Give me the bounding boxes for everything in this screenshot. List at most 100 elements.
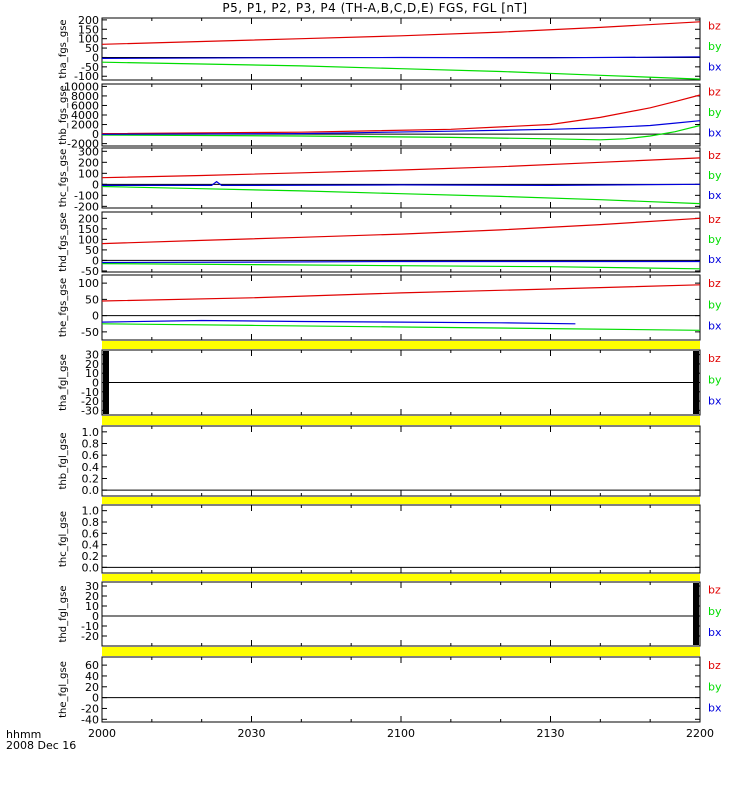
y-tick-label: -30 xyxy=(81,404,99,417)
y-tick-label: -50 xyxy=(81,265,99,278)
legend-by: by xyxy=(708,40,722,53)
series-by xyxy=(101,61,701,80)
y-axis-title: thd_fgs_gse xyxy=(58,212,69,271)
y-tick-label: -10 xyxy=(81,620,99,633)
legend-bx: bx xyxy=(708,702,722,715)
y-tick-label: 1.0 xyxy=(82,426,100,439)
y-tick-label: 50 xyxy=(85,293,99,306)
x-tick-label: 2200 xyxy=(686,727,714,740)
series-bx xyxy=(102,180,701,187)
y-tick-label: 20 xyxy=(85,590,99,603)
y-tick-label: 100 xyxy=(78,167,99,180)
y-tick-label: 0.4 xyxy=(82,461,100,474)
y-tick-label: 0.8 xyxy=(82,516,100,529)
legend-bz: bz xyxy=(708,659,721,672)
panel-frame xyxy=(101,211,701,273)
y-tick-label: 100 xyxy=(78,33,99,46)
y-tick-label: 60 xyxy=(85,659,99,672)
y-tick-label: 20 xyxy=(85,358,99,371)
legend-bx: bx xyxy=(708,395,722,408)
legend-bz: bz xyxy=(708,277,721,290)
y-tick-label: 30 xyxy=(85,349,99,362)
legend-bx: bx xyxy=(708,189,722,202)
y-tick-label: 100 xyxy=(78,233,99,246)
y-tick-label: 150 xyxy=(78,23,99,36)
y-axis-title: tha_fgs_gse xyxy=(58,19,69,78)
date-label: 2008 Dec 16 xyxy=(6,739,77,752)
y-tick-label: 6000 xyxy=(71,99,99,112)
y-tick-label: 100 xyxy=(78,277,99,290)
y-tick-label: 200 xyxy=(78,212,99,225)
y-tick-label: 0 xyxy=(92,51,99,64)
legend-by: by xyxy=(708,298,722,311)
legend-by: by xyxy=(708,169,722,182)
panel-thc_fgl_gse: 1.00.80.60.40.20.0 thc_fgl_gse xyxy=(58,504,701,581)
y-tick-label: 0.2 xyxy=(82,550,100,563)
series-bz xyxy=(101,157,701,179)
series-by xyxy=(101,124,701,141)
y-tick-label: 4000 xyxy=(71,109,99,122)
y-tick-label: 50 xyxy=(85,244,99,257)
y-tick-label: 10 xyxy=(85,367,99,380)
panel-frame xyxy=(101,274,701,341)
y-tick-label: -20 xyxy=(81,630,99,643)
x-tick-label: 2000 xyxy=(88,727,116,740)
legend-by: by xyxy=(708,106,722,119)
panel-frame xyxy=(101,581,701,647)
yellow-bar xyxy=(102,416,700,425)
y-tick-label: 0.0 xyxy=(82,561,100,574)
series-bz xyxy=(101,21,701,45)
series-by xyxy=(101,323,701,331)
panel-the_fgs_gse: 100 50 0 -50 the_fgs_gse bz by bx xyxy=(58,274,722,349)
edge-hatch-right xyxy=(693,583,699,645)
y-tick-label: -100 xyxy=(74,189,99,202)
legend-bx: bx xyxy=(708,60,722,73)
y-tick-label: -20 xyxy=(81,395,99,408)
y-tick-label: 0 xyxy=(92,128,99,141)
yellow-bar xyxy=(102,647,700,656)
series-bx xyxy=(101,120,701,135)
series-bx xyxy=(101,56,701,59)
legend-bz: bz xyxy=(708,213,721,226)
y-tick-label: 20 xyxy=(85,681,99,694)
y-axis-title: thb_fgs_gse xyxy=(58,85,69,144)
y-tick-label: 0.0 xyxy=(82,484,100,497)
y-tick-label: 0 xyxy=(92,692,99,705)
page-title: P5, P1, P2, P3, P4 (TH-A,B,C,D,E) FGS, F… xyxy=(222,1,528,15)
series-by xyxy=(101,185,701,205)
y-axis-title: thb_fgl_gse xyxy=(58,433,69,490)
y-tick-label: 0 xyxy=(92,377,99,390)
y-tick-label: -50 xyxy=(81,326,99,339)
y-tick-label: 300 xyxy=(78,145,99,158)
y-axis-title: thc_fgs_gse xyxy=(58,149,69,208)
legend-by: by xyxy=(708,373,722,386)
panel-frame xyxy=(101,504,701,574)
y-tick-label: -50 xyxy=(81,61,99,74)
y-tick-label: -2000 xyxy=(67,138,99,151)
legend-bz: bz xyxy=(708,19,721,32)
y-tick-label: 50 xyxy=(85,42,99,55)
panel-thb_fgl_gse: 1.00.80.60.40.20.0 thb_fgl_gse xyxy=(58,425,701,504)
legend-bz: bz xyxy=(708,352,721,365)
series-bz xyxy=(101,217,701,245)
legend-by: by xyxy=(708,605,722,618)
y-axis-title: the_fgs_gse xyxy=(58,278,69,337)
y-tick-label: 0 xyxy=(92,254,99,267)
legend-bx: bx xyxy=(708,126,722,139)
y-tick-label: 150 xyxy=(78,223,99,236)
y-axis-title: thd_fgl_gse xyxy=(58,586,69,643)
y-tick-label: -40 xyxy=(81,713,99,726)
yellow-bar xyxy=(102,341,700,349)
yellow-bar xyxy=(102,497,700,504)
y-tick-label: 200 xyxy=(78,14,99,27)
y-tick-label: -10 xyxy=(81,386,99,399)
y-axis-title: tha_fgl_gse xyxy=(58,354,69,411)
